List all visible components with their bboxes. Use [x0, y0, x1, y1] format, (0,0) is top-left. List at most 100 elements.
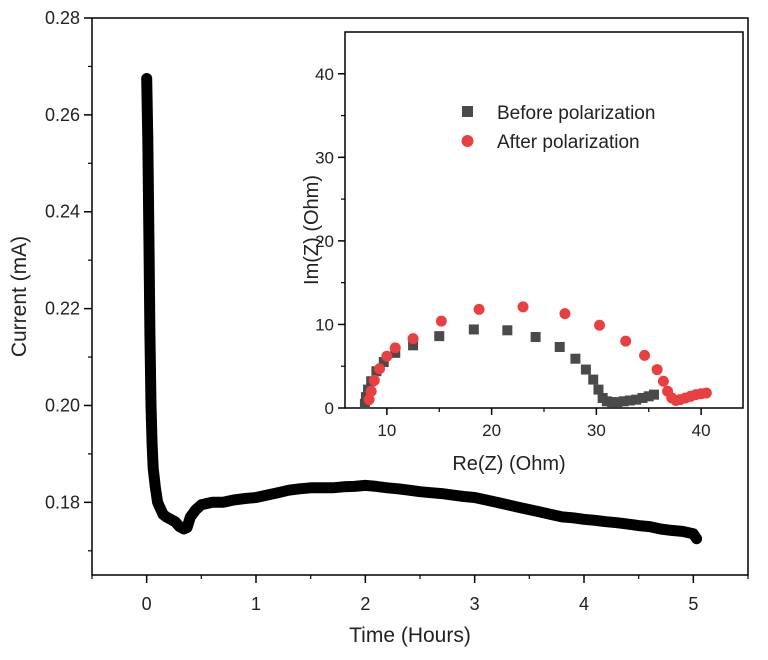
inset-y-tick-label: 0: [325, 399, 334, 418]
before-polarization-point: [554, 342, 565, 353]
current-data-point: [185, 511, 196, 522]
after-polarization-point: [620, 335, 632, 347]
y-tick-label: 0.24: [45, 202, 80, 222]
x-tick-label: 0: [142, 594, 152, 614]
legend-before-label: Before polarization: [497, 103, 655, 124]
current-data-point: [535, 507, 546, 518]
after-polarization-point: [559, 308, 571, 320]
inset-x-tick-label: 40: [692, 421, 711, 440]
before-polarization-point: [434, 331, 445, 342]
current-data-point: [404, 485, 415, 496]
current-data-point: [677, 526, 688, 537]
before-polarization-point: [588, 374, 599, 385]
inset-x-tick-label: 30: [587, 421, 606, 440]
current-data-point: [146, 400, 157, 411]
current-data-point: [579, 514, 589, 525]
inset-y-tick-label: 10: [315, 315, 334, 334]
before-polarization-point: [618, 396, 629, 407]
current-data-point: [196, 499, 207, 510]
current-data-point: [557, 511, 568, 522]
current-data-point: [611, 517, 622, 528]
after-polarization-point: [473, 303, 485, 315]
current-data-point: [666, 525, 677, 536]
current-data-point: [447, 490, 458, 501]
current-data-point: [491, 497, 502, 508]
current-data-point: [382, 482, 393, 493]
x-tick-label: 3: [470, 594, 480, 614]
y-axis-title: Current (mA): [8, 236, 31, 357]
after-polarization-point: [700, 387, 712, 399]
current-data-point: [261, 490, 272, 501]
inset-x-axis-title: Re(Z) (Ohm): [452, 453, 565, 475]
current-data-point: [524, 504, 535, 515]
before-polarization-point: [408, 340, 419, 351]
current-data-point: [360, 480, 371, 491]
y-tick-label: 0.18: [45, 492, 80, 512]
current-data-point: [415, 486, 425, 497]
inset-y-tick-label: 30: [315, 148, 334, 167]
current-data-point: [272, 487, 283, 498]
current-data-point: [142, 134, 153, 145]
current-data-point: [207, 497, 218, 508]
inset-plot-area: [359, 301, 712, 409]
before-polarization-point: [648, 389, 659, 400]
before-polarization-point: [607, 397, 618, 408]
current-data-point: [469, 492, 480, 503]
after-polarization-point: [381, 350, 393, 362]
after-polarization-point: [594, 319, 606, 331]
before-polarization-point: [502, 325, 513, 336]
before-polarization-point: [643, 391, 654, 402]
main-plot-area: [141, 73, 703, 545]
after-polarization-point: [435, 315, 447, 327]
after-polarization-point: [365, 385, 377, 397]
after-polarization-point: [651, 364, 663, 376]
current-data-point: [568, 512, 579, 523]
before-polarization-point: [593, 384, 604, 395]
current-data-point: [294, 483, 305, 494]
inset-x-tick-label: 20: [482, 421, 501, 440]
current-data-point: [655, 523, 666, 534]
after-polarization-point: [363, 394, 375, 406]
current-data-point: [316, 482, 327, 493]
inset-x-tick-label: 10: [377, 421, 396, 440]
current-data-point: [305, 482, 316, 493]
after-polarization-point: [374, 363, 386, 375]
current-data-point: [691, 533, 702, 544]
after-polarization-point: [389, 342, 401, 354]
inset-plot-frame: [344, 31, 744, 409]
before-polarization-point: [468, 324, 479, 335]
current-data-point: [546, 509, 557, 520]
current-data-point: [633, 520, 644, 531]
before-polarization-point: [530, 331, 541, 342]
current-data-point: [502, 499, 513, 510]
x-tick-label: 5: [688, 594, 698, 614]
after-polarization-point: [368, 374, 380, 386]
before-polarization-point: [378, 357, 389, 368]
current-data-point: [147, 439, 158, 450]
current-data-point: [393, 483, 404, 494]
current-data-point: [480, 494, 491, 505]
current-data-point: [240, 493, 251, 504]
current-data-point: [622, 519, 633, 530]
current-data-point: [513, 502, 524, 513]
current-data-point: [425, 487, 436, 498]
after-polarization-point: [639, 349, 651, 361]
before-polarization-point: [612, 397, 623, 408]
current-data-point: [600, 516, 611, 527]
current-data-point: [338, 481, 349, 492]
inset-y-axis-title: Im(Z) (Ohm): [301, 175, 323, 285]
inset-y-tick-label: 40: [315, 65, 334, 84]
current-data-point: [148, 463, 159, 474]
current-data-point: [436, 488, 447, 499]
before-polarization-point: [570, 353, 581, 364]
before-polarization-point: [359, 398, 370, 409]
legend-after-marker: [461, 135, 474, 147]
y-tick-label: 0.26: [45, 105, 80, 125]
y-tick-label: 0.20: [45, 395, 80, 415]
after-polarization-point: [517, 301, 529, 313]
current-data-point: [458, 491, 469, 502]
after-polarization-point: [657, 375, 669, 387]
y-tick-label: 0.28: [45, 8, 80, 28]
